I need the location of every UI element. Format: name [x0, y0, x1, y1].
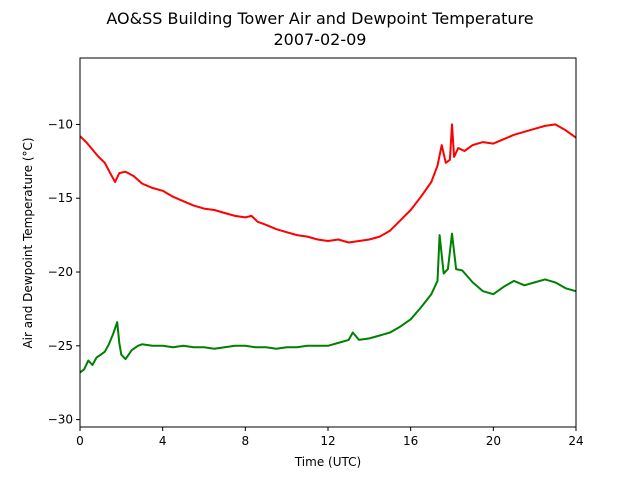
- chart-subtitle: 2007-02-09: [274, 30, 367, 49]
- chart-title: AO&SS Building Tower Air and Dewpoint Te…: [106, 9, 533, 28]
- x-tick-label: 24: [568, 434, 583, 448]
- series-layer: [79, 123, 577, 374]
- y-axis-label: Air and Dewpoint Temperature (°C): [21, 137, 35, 348]
- y-tick-label: −15: [48, 191, 73, 205]
- x-tick-label: 8: [242, 434, 250, 448]
- y-axis: −30 −25 −20 −15 −10: [48, 117, 80, 427]
- x-axis-label: Time (UTC): [294, 455, 361, 469]
- x-tick-label: 20: [486, 434, 501, 448]
- plot-area: [79, 57, 577, 428]
- x-tick-label: 0: [76, 434, 84, 448]
- x-tick-label: 4: [159, 434, 167, 448]
- y-tick-label: −30: [48, 413, 73, 427]
- y-tick-label: −25: [48, 339, 73, 353]
- x-axis: 0 4 8 12 16 20 24: [76, 427, 584, 448]
- x-tick-label: 16: [403, 434, 418, 448]
- y-tick-label: −20: [48, 265, 73, 279]
- y-tick-label: −10: [48, 117, 73, 131]
- series-line-1: [79, 123, 577, 244]
- series-line-2: [79, 232, 577, 374]
- x-tick-label: 12: [320, 434, 335, 448]
